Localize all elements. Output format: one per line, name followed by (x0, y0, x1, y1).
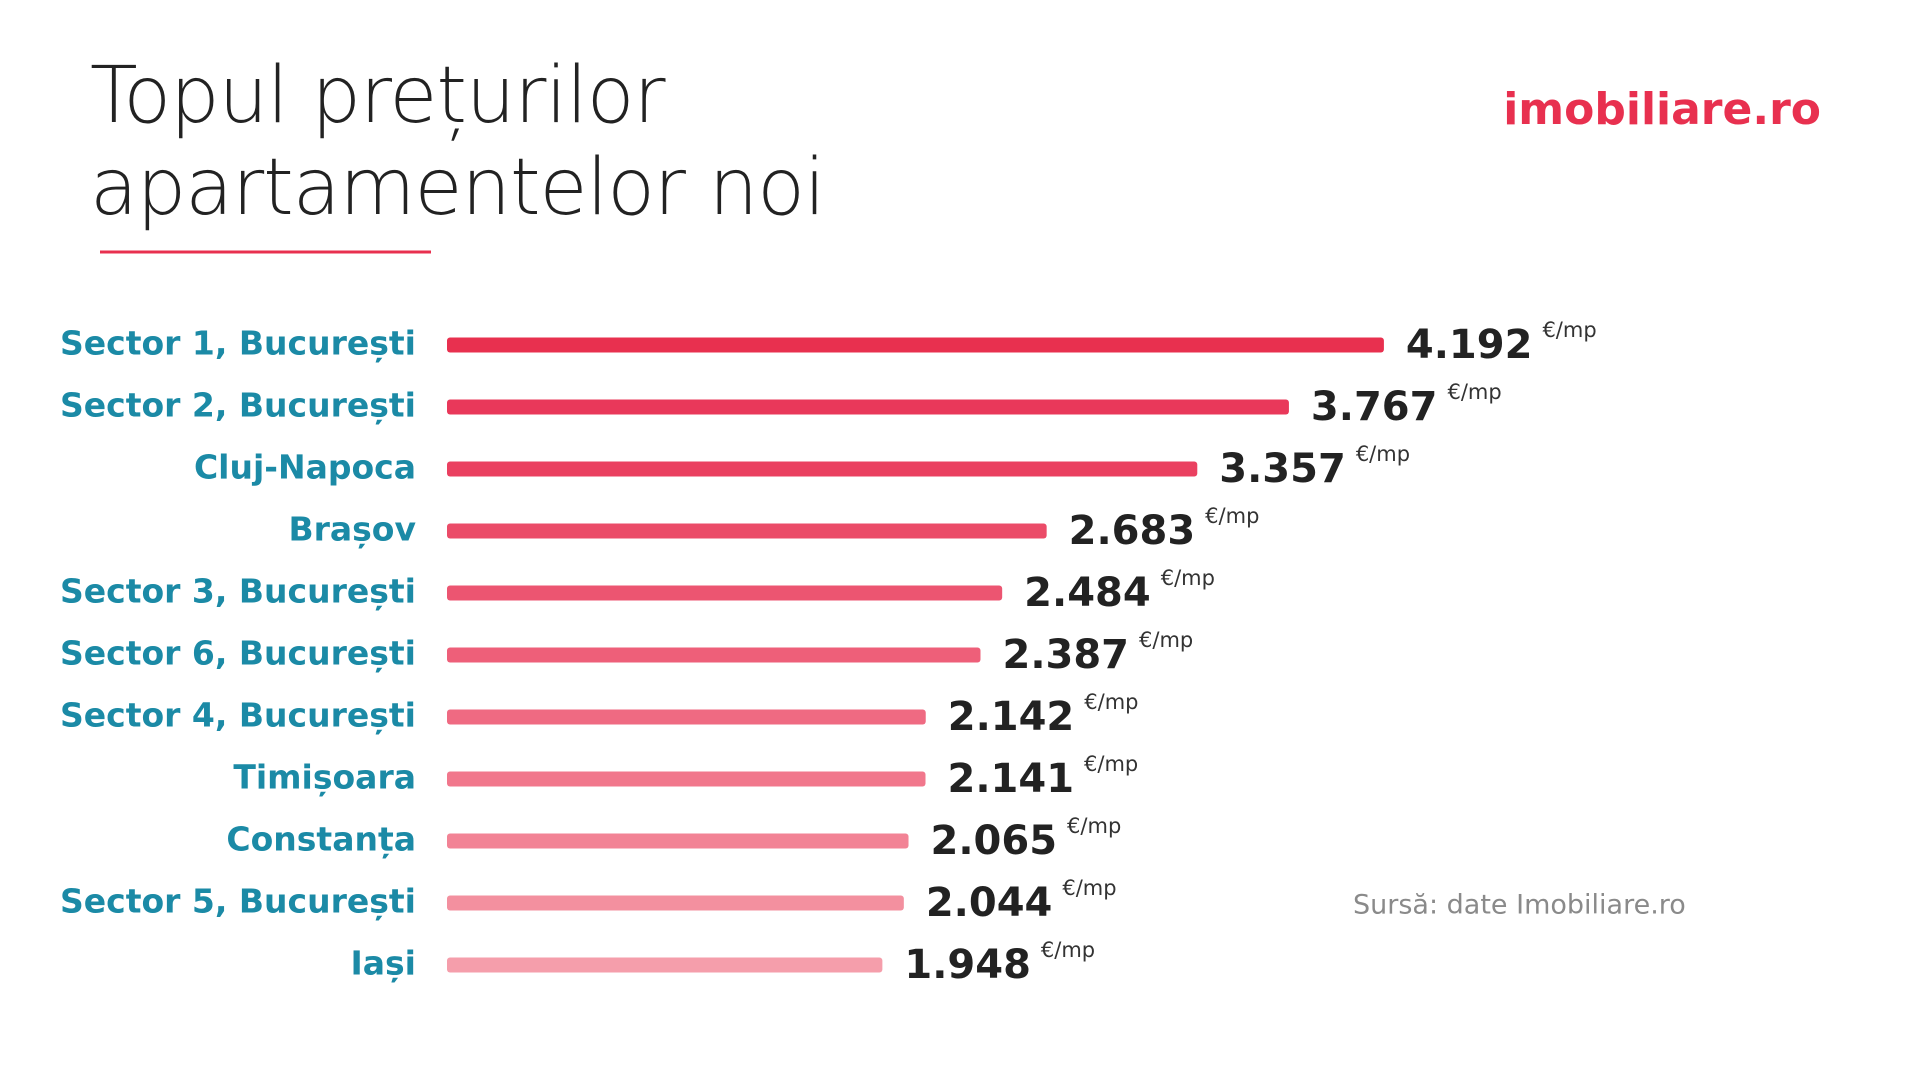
value-label: 2.142 (948, 694, 1075, 740)
bar (447, 771, 926, 787)
value-label: 2.141 (948, 756, 1075, 802)
category-label: Sector 4, București (60, 696, 416, 735)
title-box: Topul prețurilor apartamentelor noi (90, 51, 826, 233)
bar (447, 709, 926, 725)
bar (447, 337, 1384, 353)
value-label: 3.767 (1311, 384, 1438, 430)
unit-label: €/mp (1062, 876, 1116, 900)
unit-label: €/mp (1084, 752, 1138, 776)
bar (447, 647, 981, 663)
bar (447, 585, 1003, 601)
value-label: 2.387 (1002, 632, 1129, 678)
bar (447, 523, 1047, 539)
category-label: Sector 6, București (60, 634, 416, 673)
value-label: 1.948 (904, 942, 1031, 988)
unit-label: €/mp (1447, 380, 1501, 404)
unit-label: €/mp (1041, 938, 1095, 962)
unit-label: €/mp (1139, 628, 1193, 652)
category-label: Iași (350, 944, 416, 983)
unit-label: €/mp (1205, 504, 1259, 528)
unit-label: €/mp (1161, 566, 1215, 590)
category-label: Sector 5, București (60, 882, 416, 921)
unit-label: €/mp (1542, 318, 1596, 342)
bar (447, 399, 1289, 415)
source-note: Sursă: date Imobiliare.ro (1353, 890, 1686, 921)
bar (447, 895, 904, 911)
category-label: Sector 3, București (60, 572, 416, 611)
value-label: 2.683 (1069, 508, 1196, 554)
value-label: 2.044 (926, 880, 1053, 926)
category-label: Sector 2, București (60, 386, 416, 425)
category-label: Brașov (288, 510, 416, 549)
category-label: Constanța (226, 820, 416, 859)
category-label: Cluj-Napoca (194, 448, 416, 487)
chart-title: Topul prețurilor apartamentelor noi (90, 51, 826, 233)
brand-logo: imobiliare.ro (1503, 84, 1821, 135)
bar (447, 957, 883, 973)
bar (447, 461, 1198, 477)
value-label: 4.192 (1406, 322, 1533, 368)
bar (447, 833, 909, 849)
value-label: 2.484 (1024, 570, 1151, 616)
unit-label: €/mp (1067, 814, 1121, 838)
unit-label: €/mp (1356, 442, 1410, 466)
value-label: 3.357 (1219, 446, 1346, 492)
value-label: 2.065 (931, 818, 1058, 864)
category-label: Timișoara (233, 758, 416, 797)
unit-label: €/mp (1084, 690, 1138, 714)
category-label: Sector 1, București (60, 324, 416, 363)
